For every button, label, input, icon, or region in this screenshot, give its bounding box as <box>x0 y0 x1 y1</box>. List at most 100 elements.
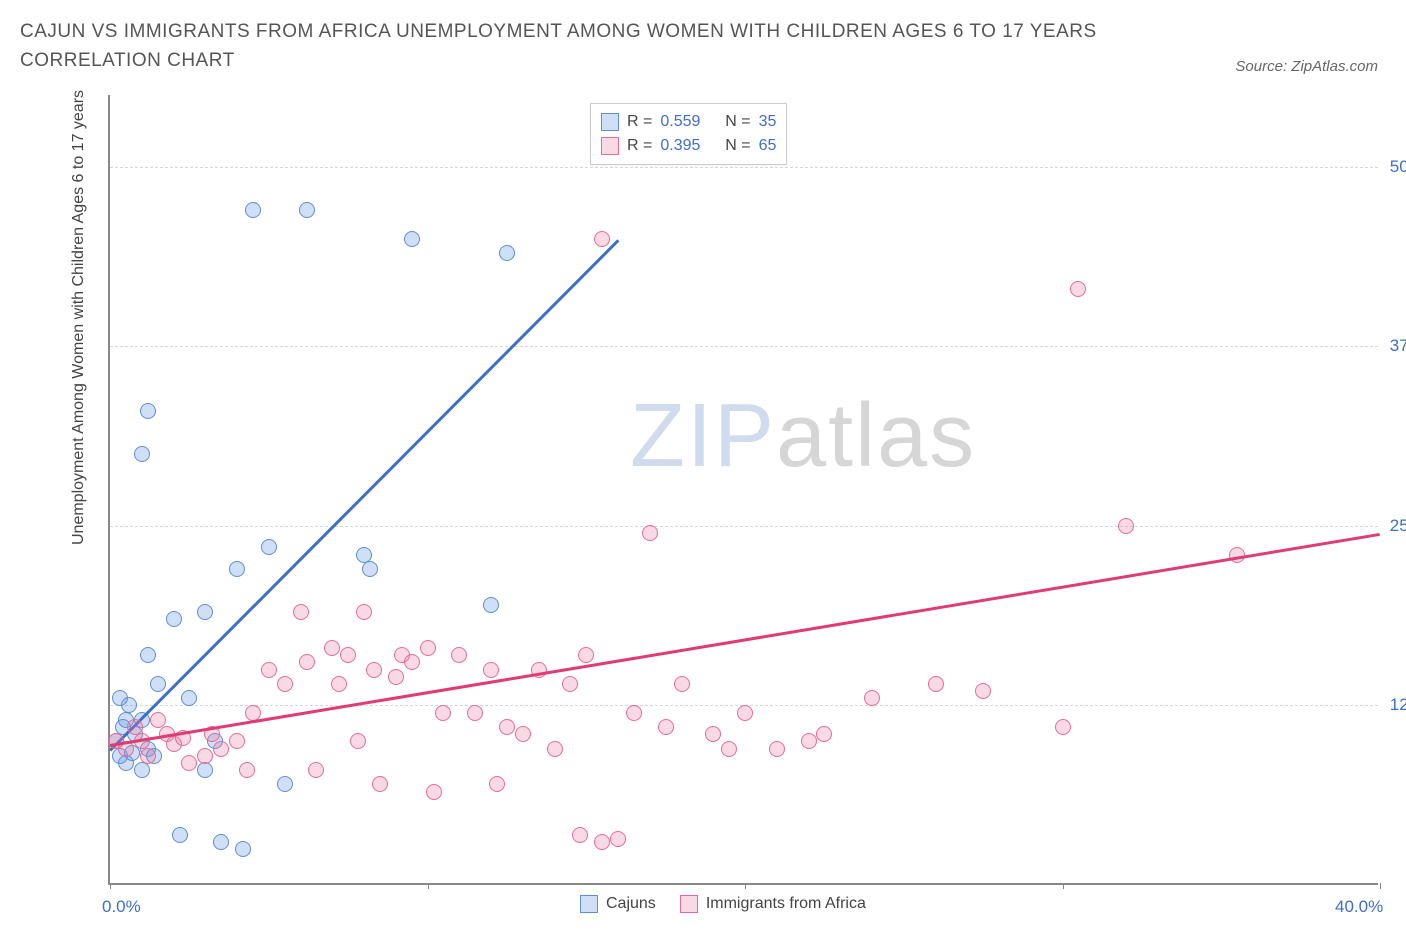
series-swatch <box>601 113 619 131</box>
stat-r-value: 0.395 <box>660 134 700 158</box>
scatter-point <box>562 676 578 692</box>
scatter-point <box>658 719 674 735</box>
scatter-point <box>213 834 229 850</box>
x-tick-label: 40.0% <box>1335 897 1383 917</box>
stat-r-label: R = <box>627 134 652 158</box>
scatter-point <box>112 690 128 706</box>
scatter-point <box>499 245 515 261</box>
plot-area: ZIPatlas 12.5%25.0%37.5%50.0%0.0%40.0%R … <box>108 95 1378 885</box>
scatter-point <box>594 834 610 850</box>
x-tick-label: 0.0% <box>102 897 141 917</box>
scatter-point <box>150 676 166 692</box>
scatter-point <box>235 841 251 857</box>
scatter-point <box>331 676 347 692</box>
scatter-point <box>483 662 499 678</box>
scatter-point <box>1118 518 1134 534</box>
scatter-point <box>420 640 436 656</box>
scatter-point <box>166 611 182 627</box>
x-tick <box>428 883 429 889</box>
scatter-point <box>229 561 245 577</box>
scatter-point <box>308 762 324 778</box>
scatter-point <box>674 676 690 692</box>
scatter-point <box>642 525 658 541</box>
scatter-point <box>197 762 213 778</box>
scatter-point <box>1055 719 1071 735</box>
scatter-point <box>499 719 515 735</box>
statbox-row: R =0.395 N =65 <box>601 134 776 158</box>
legend-item: Cajuns <box>580 895 656 913</box>
y-tick-label: 50.0% <box>1383 157 1406 177</box>
statbox-row: R =0.559 N =35 <box>601 110 776 134</box>
scatter-point <box>489 776 505 792</box>
gridline <box>110 167 1378 168</box>
scatter-point <box>928 676 944 692</box>
legend-item: Immigrants from Africa <box>680 895 866 913</box>
scatter-point <box>324 640 340 656</box>
scatter-point <box>467 705 483 721</box>
correlation-statbox: R =0.559 N =35R =0.395 N =65 <box>590 103 787 165</box>
scatter-point <box>140 403 156 419</box>
scatter-point <box>769 741 785 757</box>
watermark: ZIPatlas <box>630 385 976 488</box>
stat-n-label: N = <box>725 110 750 134</box>
scatter-point <box>626 705 642 721</box>
watermark-atlas: atlas <box>776 386 976 486</box>
scatter-point <box>435 705 451 721</box>
legend-label: Immigrants from Africa <box>706 895 866 913</box>
chart-title: CAJUN VS IMMIGRANTS FROM AFRICA UNEMPLOY… <box>20 18 1120 75</box>
scatter-point <box>1070 281 1086 297</box>
y-tick-label: 25.0% <box>1383 516 1406 536</box>
legend-swatch <box>580 895 598 913</box>
scatter-point <box>975 683 991 699</box>
scatter-point <box>299 202 315 218</box>
source-prefix: Source: <box>1235 58 1291 75</box>
scatter-point <box>404 231 420 247</box>
scatter-point <box>372 776 388 792</box>
scatter-point <box>181 690 197 706</box>
scatter-point <box>181 755 197 771</box>
scatter-point <box>366 662 382 678</box>
scatter-point <box>610 831 626 847</box>
source-attribution: Source: ZipAtlas.com <box>1235 58 1378 75</box>
stat-r-label: R = <box>627 110 652 134</box>
source-name: ZipAtlas.com <box>1291 58 1378 75</box>
legend-swatch <box>680 895 698 913</box>
x-tick <box>110 883 111 889</box>
scatter-point <box>213 741 229 757</box>
x-tick <box>1380 883 1381 889</box>
scatter-point <box>388 669 404 685</box>
stat-r-value: 0.559 <box>660 110 700 134</box>
scatter-point <box>340 647 356 663</box>
gridline <box>110 346 1378 347</box>
scatter-point <box>261 662 277 678</box>
scatter-point <box>350 733 366 749</box>
legend-label: Cajuns <box>606 895 656 913</box>
scatter-point <box>299 654 315 670</box>
scatter-point <box>451 647 467 663</box>
scatter-point <box>721 741 737 757</box>
scatter-point <box>594 231 610 247</box>
scatter-point <box>229 733 245 749</box>
scatter-point <box>404 654 420 670</box>
scatter-point <box>801 733 817 749</box>
scatter-point <box>197 604 213 620</box>
scatter-point <box>705 726 721 742</box>
scatter-point <box>362 561 378 577</box>
scatter-point <box>578 647 594 663</box>
scatter-point <box>293 604 309 620</box>
scatter-point <box>816 726 832 742</box>
y-axis-label: Unemployment Among Women with Children A… <box>70 90 88 545</box>
scatter-point <box>150 712 166 728</box>
scatter-point <box>245 202 261 218</box>
scatter-point <box>239 762 255 778</box>
scatter-point <box>356 604 372 620</box>
scatter-point <box>483 597 499 613</box>
scatter-point <box>515 726 531 742</box>
scatter-point <box>426 784 442 800</box>
x-tick <box>1063 883 1064 889</box>
watermark-zip: ZIP <box>630 386 776 486</box>
gridline <box>110 526 1378 527</box>
chart-container: Unemployment Among Women with Children A… <box>60 95 1380 885</box>
scatter-point <box>277 776 293 792</box>
scatter-point <box>134 762 150 778</box>
